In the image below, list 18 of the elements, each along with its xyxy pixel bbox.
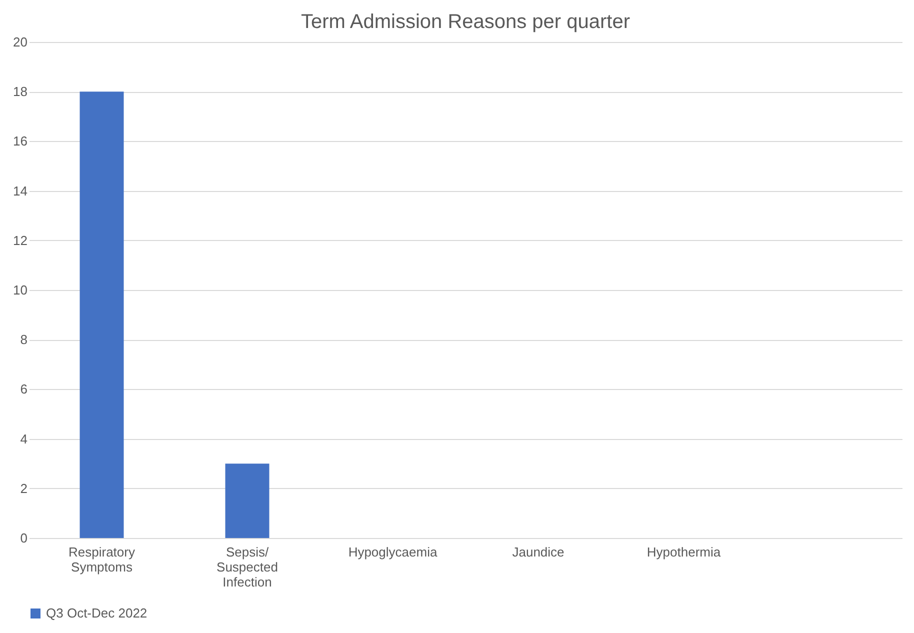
y-tick-label: 6 — [20, 382, 28, 397]
y-tick-label: 14 — [13, 183, 28, 198]
legend-label: Q3 Oct-Dec 2022 — [46, 606, 148, 620]
x-tick-label: Hypothermia — [646, 544, 722, 560]
y-tick-label: 2 — [20, 480, 28, 496]
y-tick-label: 0 — [20, 530, 28, 546]
x-tick-label: Respiratory Symptoms — [68, 544, 136, 574]
x-tick-label: Jaundice — [512, 544, 564, 560]
x-tick-label: Hypoglycaemia — [348, 544, 438, 560]
y-tick-label: 12 — [13, 232, 28, 248]
y-tick-label: 4 — [20, 431, 28, 446]
y-tick-label: 18 — [13, 84, 28, 100]
y-tick-label: 20 — [13, 34, 28, 50]
y-tick-label: 10 — [13, 282, 28, 298]
y-tick-label: 8 — [20, 332, 28, 348]
chart-title: Term Admission Reasons per quarter — [300, 11, 630, 33]
x-tick-label: Sepsis/ Suspected Infection — [216, 544, 278, 590]
y-tick-label: 16 — [13, 134, 28, 149]
